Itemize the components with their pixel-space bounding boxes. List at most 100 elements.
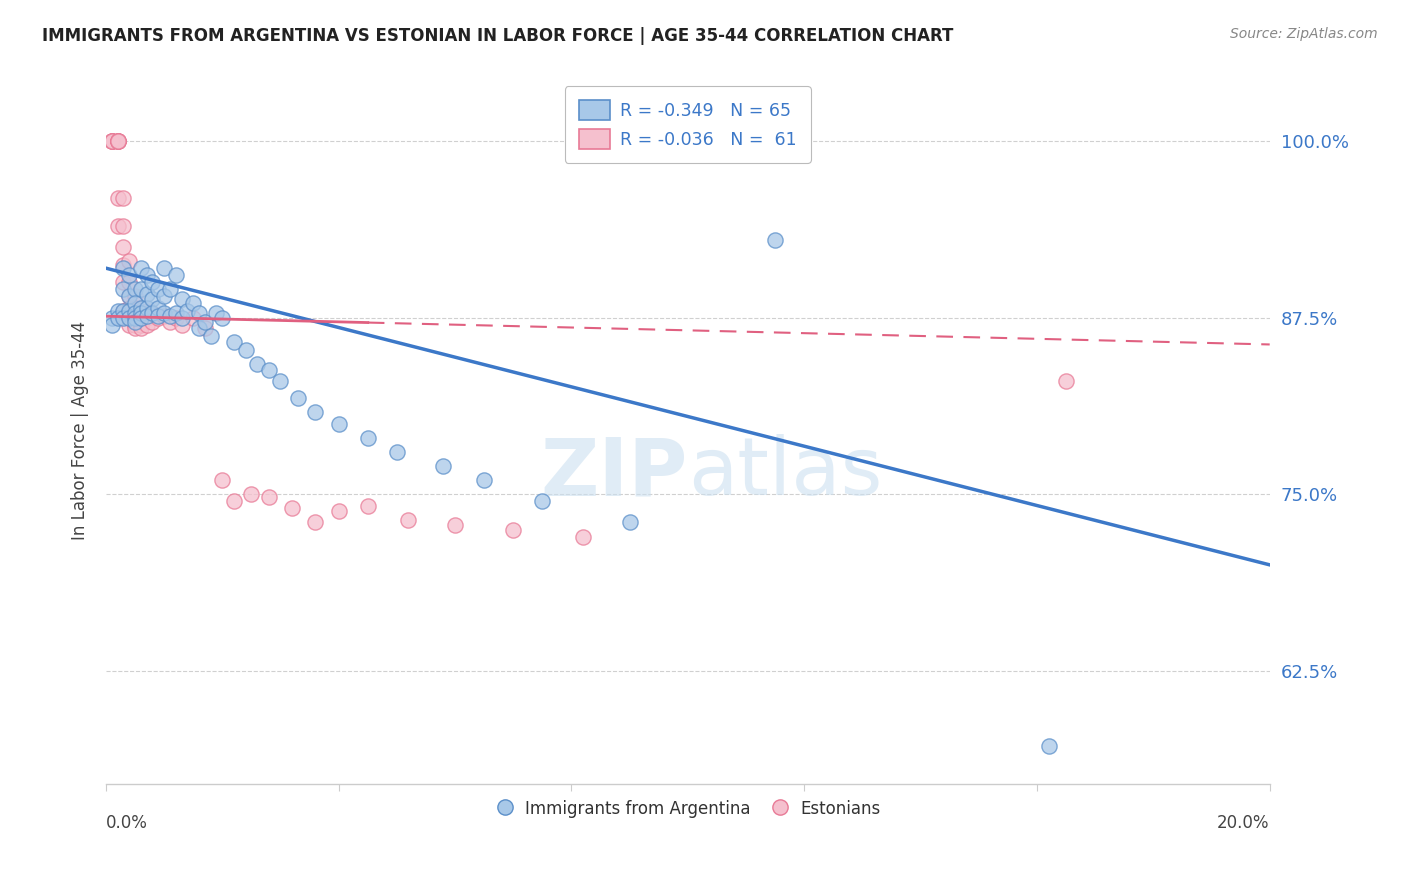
Point xyxy=(135,310,157,325)
Point xyxy=(205,306,228,320)
Point xyxy=(432,458,454,473)
Point xyxy=(129,301,152,315)
Point xyxy=(153,261,176,276)
Point xyxy=(124,310,146,325)
Point xyxy=(112,240,135,254)
Point xyxy=(135,286,157,301)
Point xyxy=(159,315,181,329)
Point xyxy=(153,306,176,320)
Point xyxy=(194,320,217,334)
Text: Source: ZipAtlas.com: Source: ZipAtlas.com xyxy=(1230,27,1378,41)
Point xyxy=(153,309,176,323)
Point xyxy=(240,487,263,501)
Point xyxy=(112,258,135,272)
Point xyxy=(235,343,257,358)
Point xyxy=(257,490,280,504)
Point xyxy=(107,190,129,204)
Point xyxy=(100,134,122,148)
Point xyxy=(107,310,129,325)
Point xyxy=(118,268,141,283)
Point xyxy=(135,268,157,283)
Point xyxy=(118,289,141,303)
Point xyxy=(112,303,135,318)
Point xyxy=(170,310,193,325)
Point xyxy=(222,494,245,508)
Point xyxy=(148,282,170,296)
Point xyxy=(118,289,141,303)
Point xyxy=(328,417,350,431)
Point xyxy=(118,254,141,268)
Point xyxy=(188,306,211,320)
Point xyxy=(124,289,146,303)
Point xyxy=(222,334,245,349)
Text: IMMIGRANTS FROM ARGENTINA VS ESTONIAN IN LABOR FORCE | AGE 35-44 CORRELATION CHA: IMMIGRANTS FROM ARGENTINA VS ESTONIAN IN… xyxy=(42,27,953,45)
Point xyxy=(135,301,157,315)
Text: atlas: atlas xyxy=(688,434,882,512)
Text: 20.0%: 20.0% xyxy=(1218,814,1270,832)
Point xyxy=(141,292,163,306)
Point xyxy=(170,318,193,332)
Point xyxy=(181,310,204,325)
Point xyxy=(129,320,152,334)
Point xyxy=(165,268,187,283)
Point xyxy=(572,530,595,544)
Point xyxy=(385,445,408,459)
Point xyxy=(100,134,122,148)
Point xyxy=(188,320,211,334)
Point xyxy=(129,303,152,318)
Point xyxy=(357,499,380,513)
Point xyxy=(129,282,152,296)
Point xyxy=(257,363,280,377)
Point xyxy=(100,318,122,332)
Point xyxy=(135,309,157,323)
Point xyxy=(112,261,135,276)
Point xyxy=(148,310,170,325)
Point xyxy=(176,303,198,318)
Point xyxy=(328,504,350,518)
Point xyxy=(124,282,146,296)
Point xyxy=(287,391,309,405)
Point xyxy=(118,318,141,332)
Point xyxy=(357,431,380,445)
Point xyxy=(112,275,135,289)
Point xyxy=(118,275,141,289)
Point xyxy=(129,309,152,323)
Point xyxy=(107,303,129,318)
Point xyxy=(181,296,204,310)
Point xyxy=(304,516,326,530)
Point xyxy=(100,134,122,148)
Point xyxy=(118,310,141,325)
Point xyxy=(141,306,163,320)
Point xyxy=(141,315,163,329)
Point xyxy=(135,303,157,318)
Point xyxy=(129,315,152,329)
Point xyxy=(246,357,269,371)
Point xyxy=(100,134,122,148)
Point xyxy=(398,513,420,527)
Point xyxy=(1038,739,1060,753)
Point xyxy=(112,219,135,233)
Point xyxy=(107,134,129,148)
Point xyxy=(170,292,193,306)
Point xyxy=(531,494,554,508)
Point xyxy=(100,310,122,325)
Point xyxy=(118,303,141,318)
Point xyxy=(107,134,129,148)
Point xyxy=(107,134,129,148)
Point xyxy=(124,301,146,315)
Point xyxy=(472,473,495,487)
Point xyxy=(135,318,157,332)
Point xyxy=(112,310,135,325)
Point xyxy=(148,301,170,315)
Point xyxy=(269,374,291,388)
Point xyxy=(1054,374,1077,388)
Point xyxy=(124,315,146,329)
Text: ZIP: ZIP xyxy=(540,434,688,512)
Point xyxy=(165,310,187,325)
Point xyxy=(444,518,467,533)
Y-axis label: In Labor Force | Age 35-44: In Labor Force | Age 35-44 xyxy=(72,321,89,541)
Point xyxy=(129,318,152,332)
Point xyxy=(502,523,524,537)
Point xyxy=(124,296,146,310)
Point xyxy=(107,134,129,148)
